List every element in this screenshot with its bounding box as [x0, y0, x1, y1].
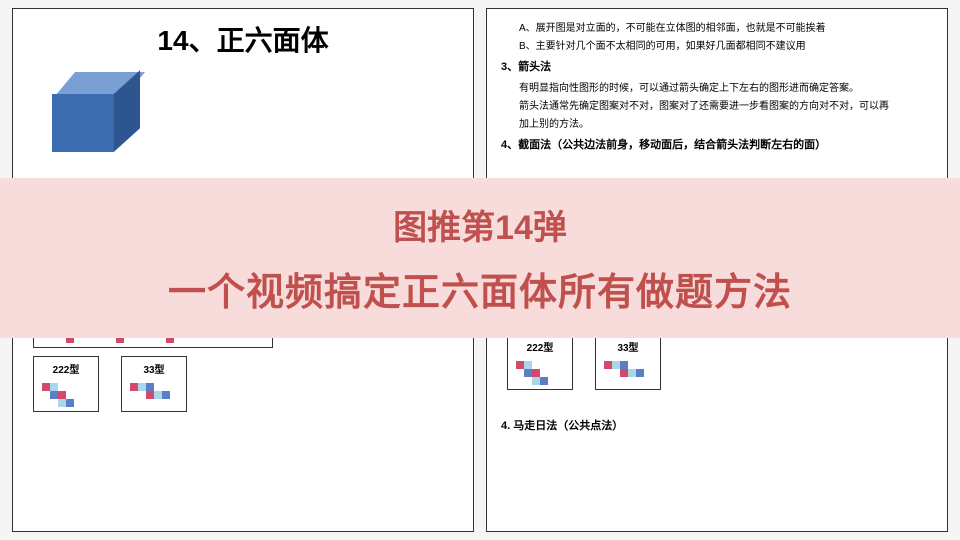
banner-subtitle: 一个视频搞定正六面体所有做题方法	[168, 261, 792, 316]
banner-title: 图推第14弹	[393, 200, 567, 249]
overlay-banner: 图推第14弹 一个视频搞定正六面体所有做题方法	[0, 178, 960, 338]
section-heading: 4. 马走日法（公共点法）	[501, 418, 933, 436]
cube-net	[130, 383, 178, 399]
cube-net	[42, 383, 90, 407]
cube-front-face	[52, 94, 114, 152]
net-group-label: 33型	[130, 363, 178, 379]
text-line: 有明显指向性图形的时候，可以通过箭头确定上下左右的图形进而确定答案。	[519, 81, 933, 97]
cube-net	[516, 361, 564, 385]
section-heading: 3、箭头法	[501, 59, 933, 77]
net-group-33: 33型	[595, 334, 661, 390]
net-group-label: 222型	[516, 341, 564, 357]
net-group-label: 33型	[604, 341, 652, 357]
text-line: A、展开图是对立面的，不可能在立体图的相邻面，也就是不可能挨着	[519, 21, 933, 37]
page-title: 14、正六面体	[27, 19, 459, 64]
text-line: 箭头法通常先确定图案对不对，图案对了还需要进一步看图案的方向对不对，可以再	[519, 99, 933, 115]
text-line: B、主要针对几个面不太相同的可用，如果好几面都相同不建议用	[519, 39, 933, 55]
net-group-222: 222型	[507, 334, 573, 390]
net-group-label: 222型	[42, 363, 90, 379]
net-group-222: 222型	[33, 356, 99, 412]
cube-net	[604, 361, 652, 377]
section-heading: 4、截面法（公共边法前身，移动面后，结合箭头法判断左右的面）	[501, 137, 933, 155]
net-group-33: 33型	[121, 356, 187, 412]
cube-figure	[45, 72, 135, 152]
text-line: 加上别的方法。	[519, 117, 933, 133]
